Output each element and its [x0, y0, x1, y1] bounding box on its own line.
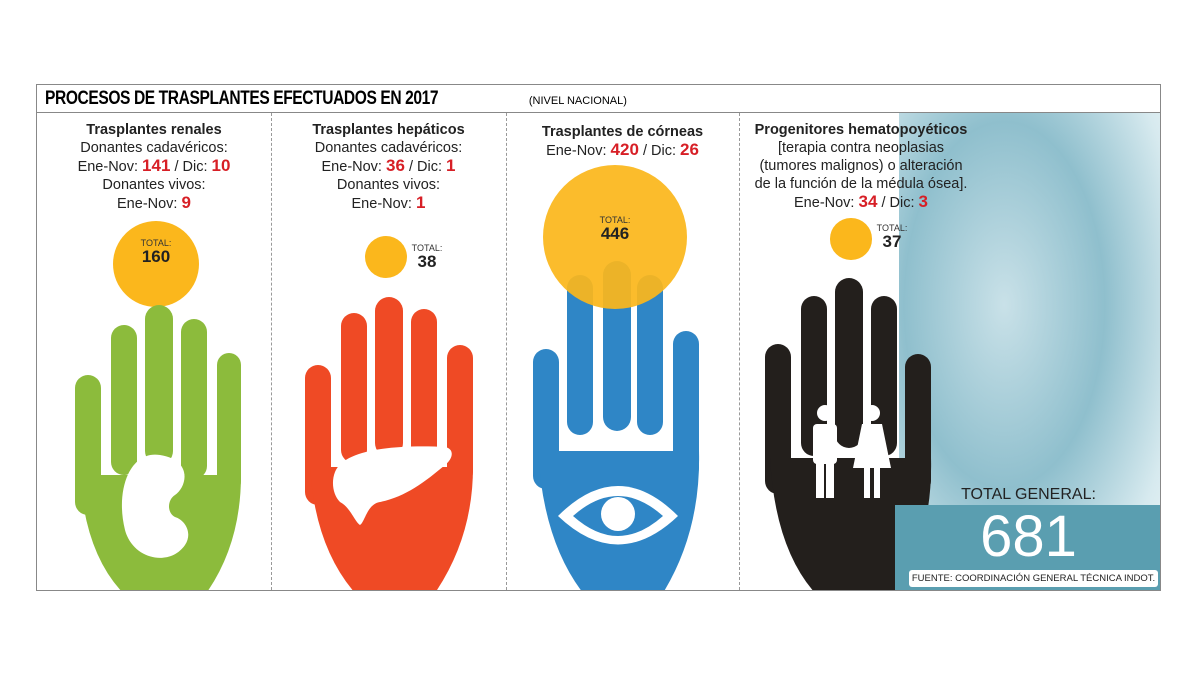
value: 1 [446, 156, 456, 175]
column-title: Trasplantes de córneas [541, 124, 704, 140]
bubble-renal [112, 220, 200, 308]
text: Ene-Nov: [794, 195, 855, 211]
eye-icon [558, 486, 678, 545]
bubble-hepatic [364, 235, 407, 278]
text: [terapia contra neoplasias [777, 140, 945, 156]
hand-blue [533, 261, 700, 590]
column-title: Progenitores hematopoyéticos [754, 122, 968, 138]
total-label: TOTAL: [599, 215, 631, 225]
total-value: 446 [600, 224, 630, 243]
infographic-frame: PROCESOS DE TRASPLANTES EFECTUADOS EN 20… [36, 84, 1161, 591]
value: 141 [142, 156, 171, 175]
bubble-cornea [542, 164, 687, 309]
column-divider [506, 113, 507, 590]
people-icon [813, 405, 891, 498]
text: / Dic: [881, 195, 915, 211]
total-value: 38 [417, 252, 437, 271]
total-value: 37 [882, 232, 902, 251]
value: 34 [858, 192, 878, 211]
text: Donantes vivos: [102, 177, 206, 193]
hand-red [305, 297, 473, 590]
value: 1 [416, 193, 426, 212]
column-title: Trasplantes renales [86, 122, 222, 138]
total-hepatic: TOTAL: 38 [402, 241, 452, 271]
hepatic-info: Trasplantes hepáticos Donantes cadavéric… [271, 121, 506, 213]
total-renal: TOTAL: 160 [126, 236, 186, 266]
progenitor-info: Progenitores hematopoyéticos [terapia co… [739, 121, 983, 212]
text: Donantes vivos: [336, 177, 441, 193]
page-subtitle: (NIVEL NACIONAL) [528, 95, 627, 107]
hand-black [765, 278, 932, 590]
total-value: 160 [141, 247, 171, 266]
hand-green [75, 305, 241, 590]
total-label: TOTAL: [411, 243, 443, 253]
column-divider [739, 113, 740, 590]
value: 36 [386, 156, 405, 175]
kidney-icon [121, 454, 189, 558]
total-label: TOTAL: [140, 238, 172, 248]
text: Ene-Nov: [117, 196, 178, 212]
text: Donantes cadavéricos: [80, 140, 228, 156]
text: Ene-Nov: [321, 159, 382, 175]
total-general-box: TOTAL GENERAL: 681 FUENTE: COORDINACIÓN … [895, 486, 1160, 590]
text: (tumores malignos) o alteración [759, 158, 963, 174]
source-note: FUENTE: COORDINACIÓN GENERAL TÉCNICA IND… [909, 570, 1158, 587]
header: PROCESOS DE TRASPLANTES EFECTUADOS EN 20… [37, 85, 1160, 113]
text: Donantes cadavéricos: [314, 140, 463, 156]
text: Ene-Nov: [77, 159, 139, 175]
bubble-progenitor [830, 218, 872, 260]
total-general-value: 681 [980, 504, 1077, 569]
total-general-label: TOTAL GENERAL: [961, 486, 1096, 503]
text: / Dic: [642, 143, 676, 159]
liver-icon [332, 446, 452, 525]
page-title: PROCESOS DE TRASPLANTES EFECTUADOS EN 20… [45, 88, 439, 109]
cornea-info: Trasplantes de córneas Ene-Nov: 420 / Di… [506, 123, 739, 160]
value: 10 [211, 156, 231, 175]
text: Ene-Nov: [546, 143, 607, 159]
total-progenitor: TOTAL: 37 [867, 221, 917, 251]
text: de la función de la médula ósea]. [754, 176, 968, 192]
text: / Dic: [174, 159, 208, 175]
total-cornea: TOTAL: 446 [585, 213, 645, 243]
total-label: TOTAL: [876, 223, 908, 233]
column-title: Trasplantes hepáticos [312, 122, 465, 138]
value: 420 [610, 140, 639, 159]
text: Ene-Nov: [351, 196, 412, 212]
value: 9 [181, 193, 191, 212]
renal-info: Trasplantes renales Donantes cadavéricos… [37, 121, 271, 213]
column-divider [271, 113, 272, 590]
value: 26 [680, 140, 699, 159]
text: / Dic: [408, 159, 442, 175]
value: 3 [918, 192, 928, 211]
